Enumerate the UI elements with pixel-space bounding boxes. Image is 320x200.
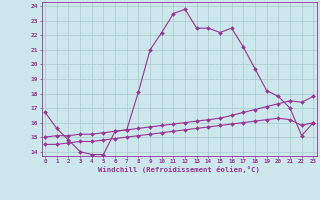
X-axis label: Windchill (Refroidissement éolien,°C): Windchill (Refroidissement éolien,°C): [98, 166, 260, 173]
